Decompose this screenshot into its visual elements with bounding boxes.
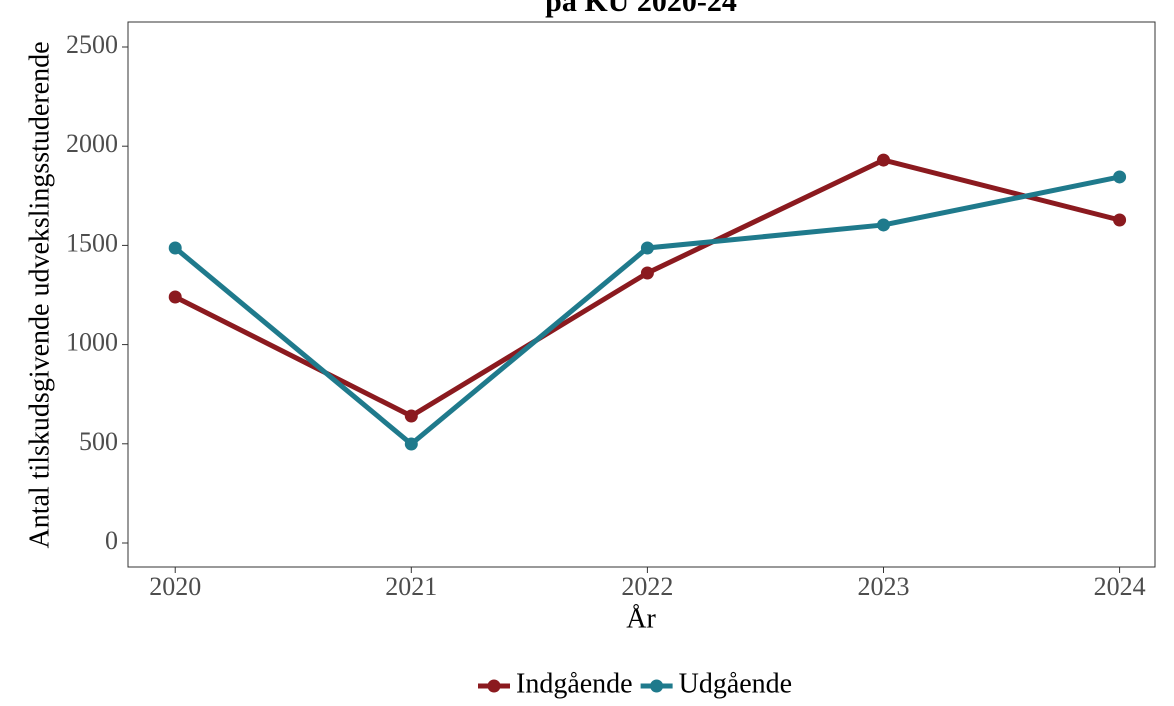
- data-point: [168, 241, 182, 255]
- x-tick-label: 2021: [385, 572, 437, 601]
- y-tick-label: 2500: [66, 30, 118, 59]
- data-point: [876, 153, 890, 167]
- data-point: [640, 266, 654, 280]
- chart-title: på KU 2020-24: [545, 0, 737, 18]
- legend-label: Udgående: [679, 668, 793, 699]
- plot-border: [127, 21, 1156, 568]
- x-tick-label: 2020: [149, 572, 201, 601]
- x-tick-label: 2023: [857, 572, 909, 601]
- y-tick-label: 0: [105, 526, 118, 555]
- x-axis-label: År: [626, 603, 656, 634]
- legend-swatch-point: [487, 679, 501, 693]
- data-point: [1113, 170, 1127, 184]
- data-point: [404, 409, 418, 423]
- y-tick-label: 1000: [66, 328, 118, 357]
- data-point: [168, 290, 182, 304]
- data-point: [404, 437, 418, 451]
- legend-label: Indgående: [516, 668, 633, 699]
- x-tick-label: 2024: [1094, 572, 1146, 601]
- data-point: [1113, 213, 1127, 227]
- y-tick-label: 1500: [66, 228, 118, 257]
- legend-swatch-point: [650, 679, 664, 693]
- x-tick-label: 2022: [621, 572, 673, 601]
- data-point: [876, 218, 890, 232]
- y-axis-label: Antal tilskudsgivende udvekslingsstudere…: [24, 41, 55, 548]
- data-point: [640, 241, 654, 255]
- series-line: [173, 174, 1121, 448]
- legend: Indgående Udgående: [478, 668, 792, 699]
- series-line: [174, 157, 1121, 419]
- y-tick-label: 2000: [66, 129, 118, 158]
- y-tick-label: 500: [79, 427, 118, 456]
